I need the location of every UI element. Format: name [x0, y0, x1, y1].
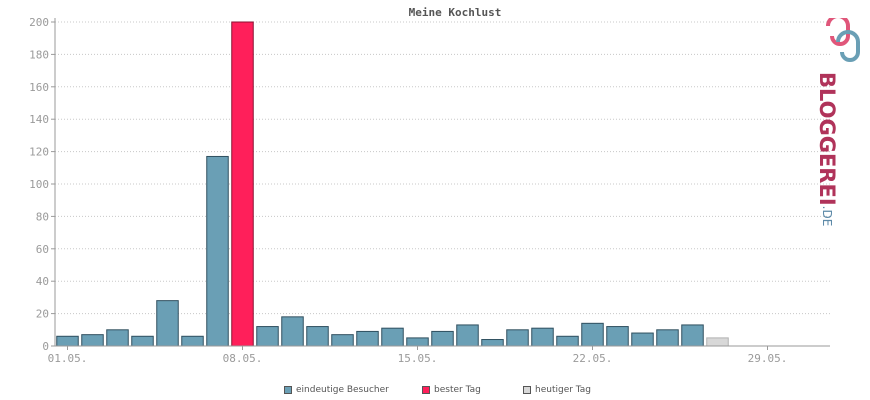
- legend-swatch-visitors: [284, 386, 292, 394]
- x-tick-label: 22.05.: [573, 352, 613, 365]
- bar: [306, 326, 329, 347]
- bloggerei-logo: [826, 18, 860, 62]
- y-tick-label: 180: [29, 48, 49, 61]
- bar: [631, 332, 654, 347]
- legend-label-best-day: bester Tag: [434, 385, 481, 395]
- legend-item-best-day: bester Tag: [422, 385, 481, 395]
- y-tick-label: 40: [36, 275, 49, 288]
- grid-lines: [51, 21, 830, 347]
- logo-text: BLOGGEREI.DE: [815, 72, 839, 226]
- bar: [706, 337, 729, 347]
- bar: [206, 155, 229, 347]
- bar: [456, 324, 479, 347]
- y-tick-label: 100: [29, 178, 49, 191]
- legend-label-today: heutiger Tag: [535, 385, 592, 395]
- y-tick-label: 80: [36, 210, 49, 223]
- y-tick-label: 160: [29, 81, 49, 94]
- y-tick-label: 200: [29, 16, 49, 29]
- logo-mark-red: [826, 18, 850, 46]
- bar: [606, 326, 629, 347]
- bar: [181, 335, 204, 347]
- y-tick-label: 120: [29, 146, 49, 159]
- legend-item-today: heutiger Tag: [523, 385, 591, 395]
- bar: [431, 330, 454, 347]
- legend-swatch-today: [523, 386, 531, 394]
- bar: [381, 327, 404, 347]
- y-tick-label: 0: [42, 340, 49, 353]
- bar: [531, 327, 554, 347]
- logo-word: BLOGGEREI: [815, 72, 839, 206]
- logo-suffix: .DE: [820, 205, 834, 227]
- x-tick-label: 01.05.: [48, 352, 88, 365]
- y-tick-label: 60: [36, 243, 49, 256]
- x-tick-label: 08.05.: [223, 352, 263, 365]
- x-tick-label: 29.05.: [748, 352, 788, 365]
- bar: [656, 329, 679, 347]
- bar: [506, 329, 529, 347]
- axes: [54, 18, 830, 347]
- bar: [681, 324, 704, 347]
- bar: [356, 330, 379, 347]
- bar: [281, 316, 304, 347]
- legend-item-visitors: eindeutige Besucher: [284, 385, 389, 395]
- bar: [156, 300, 179, 347]
- bar: [256, 326, 279, 347]
- y-tick-label: 140: [29, 113, 49, 126]
- bar: [581, 322, 604, 347]
- bar: [406, 337, 429, 347]
- bars: [56, 21, 729, 347]
- bar: [231, 21, 254, 347]
- bar: [331, 334, 354, 347]
- bar: [56, 335, 79, 347]
- x-tick-labels: 01.05. 08.05. 15.05. 22.05. 29.05.: [48, 346, 788, 365]
- chart-title: Meine Kochlust: [409, 6, 502, 19]
- bar: [556, 335, 579, 347]
- legend: eindeutige Besucher bester Tag heutiger …: [0, 385, 870, 399]
- y-tick-label: 20: [36, 308, 49, 321]
- legend-swatch-best-day: [422, 386, 430, 394]
- bar: [131, 335, 154, 347]
- legend-label-visitors: eindeutige Besucher: [296, 385, 389, 395]
- bar: [81, 334, 104, 347]
- logo-mark-blue: [836, 30, 860, 62]
- x-tick-label: 15.05.: [398, 352, 438, 365]
- y-tick-labels: 0 20 40 60 80 100 120 140 160 180 200: [29, 16, 49, 353]
- bar: [106, 329, 129, 347]
- bar: [481, 339, 504, 347]
